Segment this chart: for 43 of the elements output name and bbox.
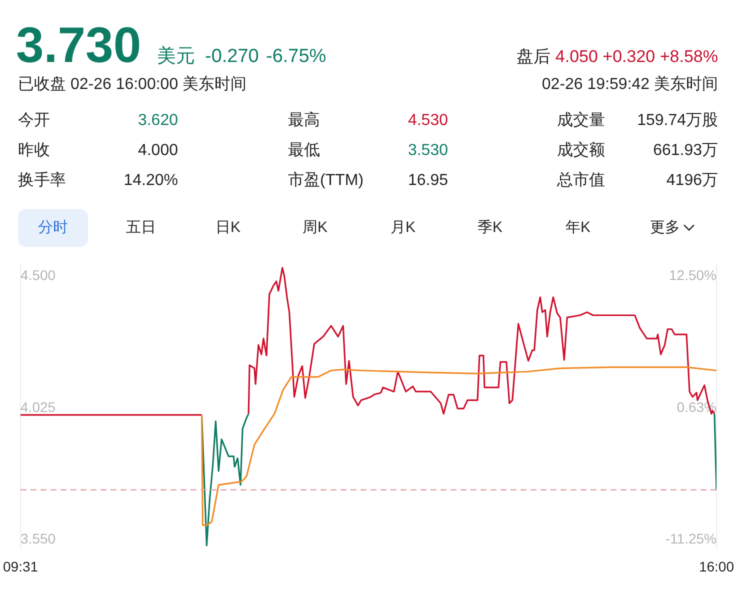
text: 最高 (288, 112, 320, 129)
text: 昨收 (18, 142, 50, 159)
text: 4.530 (408, 112, 448, 129)
y-tick-label: 3.550 (20, 530, 56, 547)
text: +8.58% (658, 47, 718, 66)
text: 4.000 (138, 142, 178, 159)
text: 盘后 (516, 47, 551, 66)
text: 五日 (125, 218, 157, 238)
y2-tick-label: -11.25% (665, 530, 716, 547)
text: 季K (476, 218, 504, 238)
text: 14.20% (124, 172, 178, 189)
text: 最低 (288, 142, 320, 159)
text: 661.93万 (653, 142, 718, 159)
text: 今开 (18, 112, 50, 129)
text: 16.95 (408, 172, 448, 189)
text: 市盈(TTM) (288, 172, 364, 189)
text: 换手率 (18, 172, 66, 189)
y-tick-label: 4.025 (20, 398, 56, 415)
y-tick-label: 4.500 (20, 266, 56, 283)
y2-tick-label: 12.50% (669, 266, 716, 283)
text: 成交额 (557, 142, 605, 159)
text: 02-26 19:59:42 美东时间 (542, 76, 718, 93)
text: -6.75% (266, 46, 326, 67)
text: 更多 (649, 218, 681, 238)
text: 总市值 (557, 172, 605, 189)
text: 年K (564, 218, 592, 238)
text: 4.050 (554, 47, 598, 66)
x-tick-label: 09:31 (2, 558, 38, 574)
text: 159.74万股 (637, 112, 718, 129)
text: 分时 (18, 209, 88, 247)
text: 成交量 (557, 112, 605, 129)
x-tick-label: 16:00 (698, 558, 734, 574)
text: 3.530 (408, 142, 448, 159)
text: 4196万 (666, 172, 718, 189)
text: +0.320 (602, 47, 656, 66)
text: 周K (301, 218, 328, 238)
text: 3.620 (138, 112, 178, 129)
text: 美元 (157, 46, 195, 67)
text: 已收盘 02-26 16:00:00 美东时间 (18, 76, 247, 93)
text: 日K (214, 218, 242, 238)
text: 月K (389, 218, 416, 238)
text: 3.730 (16, 17, 142, 73)
text: -0.270 (205, 46, 259, 67)
